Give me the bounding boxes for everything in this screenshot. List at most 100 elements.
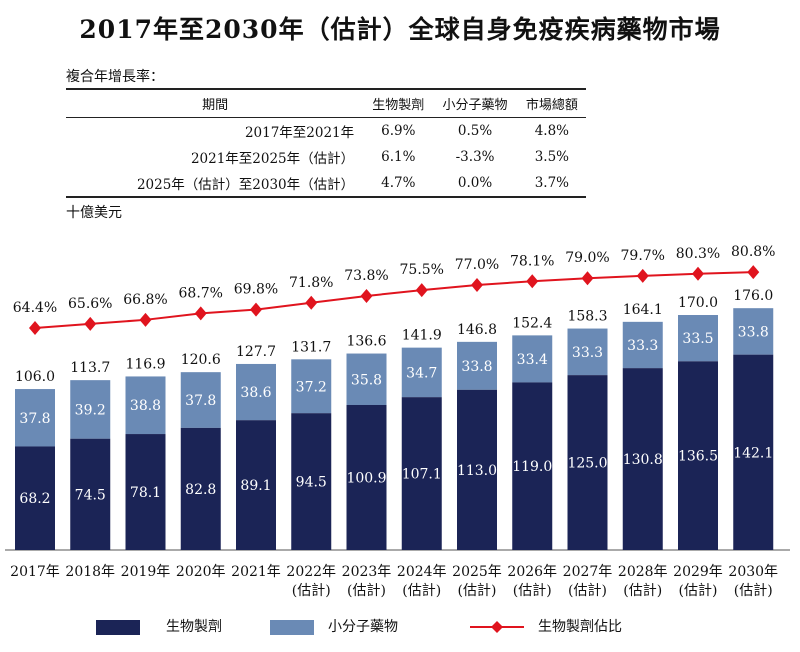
line-marker — [526, 274, 539, 289]
x-tick-label: (估計) — [402, 583, 441, 599]
data-label-biologics: 119.0 — [512, 459, 552, 475]
legend-line-icon — [470, 621, 524, 633]
cell: 6.1% — [381, 149, 416, 165]
x-tick-label: 2020年 — [176, 564, 226, 580]
data-label-biologics: 89.1 — [240, 478, 271, 494]
data-label-small-molecule: 33.4 — [517, 352, 548, 368]
header: 小分子藥物 — [432, 89, 518, 118]
bar-biologics — [401, 397, 442, 550]
data-label-biologics: 74.5 — [75, 487, 106, 503]
data-label-share: 73.8% — [344, 268, 388, 284]
data-label-small-molecule: 37.8 — [185, 393, 216, 409]
cell: 3.7% — [534, 175, 570, 191]
data-label-biologics: 107.1 — [402, 467, 442, 483]
data-label-share: 68.7% — [179, 285, 223, 301]
data-label-small-molecule: 34.7 — [406, 365, 437, 381]
bar-biologics — [15, 446, 55, 550]
bar-small-molecule — [567, 328, 608, 376]
bar-biologics — [678, 361, 718, 550]
x-tick-label: 2022年 — [286, 564, 336, 580]
line-marker — [360, 288, 373, 303]
data-label-small-molecule: 35.8 — [351, 372, 382, 388]
bar-biologics — [70, 438, 111, 550]
data-label-total: 158.3 — [567, 309, 607, 325]
cagr-table: 期間 生物製劑 小分子藥物 市場總額 2017年至2021年 6.9% 0.5% 4.8% … — [66, 88, 586, 198]
data-label-share: 77.0% — [455, 257, 499, 273]
x-tick-label: 2030年 — [728, 564, 778, 580]
x-tick-label: 2017年 — [10, 564, 60, 580]
x-tick-label: 2025年 — [452, 564, 502, 580]
cell: 0.0% — [457, 175, 493, 191]
x-tick-label: (估計) — [458, 583, 497, 599]
bar-small-molecule — [457, 341, 497, 390]
data-label-small-molecule: 33.3 — [572, 345, 603, 361]
data-label-small-molecule: 37.2 — [296, 379, 327, 395]
data-label-share: 80.3% — [676, 246, 720, 262]
data-label-share: 75.5% — [400, 262, 444, 278]
cell: 2021年至2025年（估計） — [190, 151, 355, 167]
bar-biologics — [733, 354, 774, 550]
legend-label: 生物製劑佔比 — [538, 619, 622, 635]
data-label-total: 170.0 — [678, 295, 718, 311]
cell: 0.5% — [457, 123, 493, 139]
line-marker — [194, 306, 207, 321]
header: 市場總額 — [517, 89, 586, 118]
x-tick-label: 2024年 — [397, 564, 447, 580]
bar-biologics — [125, 434, 166, 550]
x-tick-label: (估計) — [513, 583, 552, 599]
data-label-total: 113.7 — [70, 360, 110, 376]
line-marker — [692, 266, 704, 281]
data-label-total: 127.7 — [236, 344, 276, 360]
line-marker — [471, 278, 483, 293]
data-label-total: 141.9 — [402, 328, 442, 344]
data-label-small-molecule: 33.8 — [461, 359, 492, 375]
x-tick-label: (估計) — [679, 583, 718, 599]
x-tick-label: 2019年 — [121, 564, 171, 580]
legend-label: 生物製劑 — [166, 619, 222, 635]
line-marker — [415, 283, 428, 298]
data-label-share: 78.1% — [510, 253, 554, 269]
data-label-total: 136.6 — [346, 334, 386, 350]
data-label-small-molecule: 33.8 — [738, 324, 769, 340]
bar-small-molecule — [733, 308, 774, 355]
line-marker — [84, 316, 97, 331]
data-label-small-molecule: 38.6 — [240, 385, 271, 401]
bar-small-molecule — [236, 363, 276, 421]
x-tick-label: (估計) — [292, 583, 331, 599]
line-marker — [581, 271, 594, 286]
cell: 2025年（估計）至2030年（估計） — [136, 177, 355, 193]
data-label-biologics: 100.9 — [346, 470, 386, 486]
bar-biologics — [346, 404, 387, 550]
line-marker — [636, 268, 649, 283]
x-tick-label: (估計) — [734, 583, 773, 599]
bar-small-molecule — [125, 376, 166, 435]
data-label-share: 64.4% — [13, 300, 57, 316]
x-tick-label: 2029年 — [673, 564, 723, 580]
data-label-total: 120.6 — [181, 352, 221, 368]
line-marker — [139, 312, 152, 327]
cell: -3.3% — [455, 149, 495, 165]
line-marker — [747, 265, 760, 280]
data-label-biologics: 78.1 — [130, 485, 161, 501]
legend-share: 生物製劑佔比 — [470, 616, 622, 636]
data-label-share: 66.8% — [123, 292, 167, 308]
legend-small-molecule: 小分子藥物 — [270, 616, 398, 636]
unit-label: 十億美元 — [66, 205, 122, 221]
legend-swatch — [96, 619, 140, 635]
table-row: 2021年至2025年（估計） 6.1% -3.3% 3.5% — [66, 144, 586, 170]
x-tick-label: 2023年 — [342, 564, 392, 580]
line-marker — [250, 302, 262, 317]
bar-biologics — [236, 420, 276, 550]
table-row: 2025年（估計）至2030年（估計） 4.7% 0.0% 3.7% — [66, 170, 586, 197]
x-tick-label: (估計) — [568, 583, 607, 599]
data-label-biologics: 125.0 — [567, 456, 607, 472]
data-label-share: 79.7% — [621, 248, 665, 264]
x-tick-label: 2021年 — [231, 564, 281, 580]
cell: 4.8% — [534, 123, 570, 139]
bar-biologics — [457, 389, 497, 550]
bar-small-molecule — [622, 321, 663, 369]
x-tick-label: (估計) — [347, 583, 386, 599]
data-label-total: 106.0 — [15, 369, 55, 385]
data-label-share: 79.0% — [565, 250, 609, 266]
data-label-total: 116.9 — [125, 356, 165, 372]
